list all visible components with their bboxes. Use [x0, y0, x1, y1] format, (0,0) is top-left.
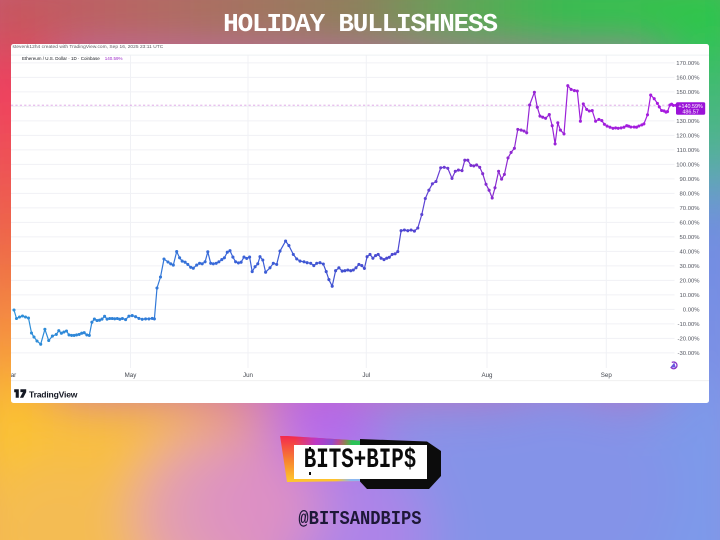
svg-text:90.00%: 90.00%: [680, 177, 701, 183]
svg-text:Aug: Aug: [481, 372, 493, 379]
svg-text:130.00%: 130.00%: [676, 119, 700, 125]
svg-text:10.00%: 10.00%: [680, 293, 701, 299]
svg-text:May: May: [125, 372, 138, 379]
svg-text:20.00%: 20.00%: [680, 279, 701, 285]
svg-text:+140.59%: +140.59%: [678, 104, 703, 110]
svg-text:0.00%: 0.00%: [683, 308, 700, 314]
svg-text:80.00%: 80.00%: [680, 192, 701, 198]
svg-text:ar: ar: [11, 372, 17, 379]
svg-text:160.00%: 160.00%: [676, 76, 700, 82]
svg-text:-10.00%: -10.00%: [678, 322, 701, 328]
svg-text:120.00%: 120.00%: [676, 134, 700, 140]
svg-text:50.00%: 50.00%: [680, 235, 701, 241]
svg-text:100.00%: 100.00%: [676, 163, 700, 169]
svg-text:40.00%: 40.00%: [680, 250, 701, 256]
svg-text:Sep: Sep: [601, 372, 613, 379]
svg-text:150.00%: 150.00%: [676, 90, 700, 96]
svg-text:Jul: Jul: [362, 372, 370, 379]
svg-text:110.00%: 110.00%: [677, 148, 701, 154]
svg-text:Jun: Jun: [243, 372, 254, 379]
svg-text:-30.00%: -30.00%: [678, 351, 701, 357]
svg-text:486.57: 486.57: [682, 109, 699, 115]
svg-text:30.00%: 30.00%: [680, 264, 701, 270]
svg-text:-20.00%: -20.00%: [678, 337, 701, 343]
svg-text:TradingView: TradingView: [29, 390, 78, 400]
svg-text:60.00%: 60.00%: [680, 221, 701, 227]
svg-text:170.00%: 170.00%: [676, 61, 700, 67]
svg-text:70.00%: 70.00%: [680, 206, 701, 212]
